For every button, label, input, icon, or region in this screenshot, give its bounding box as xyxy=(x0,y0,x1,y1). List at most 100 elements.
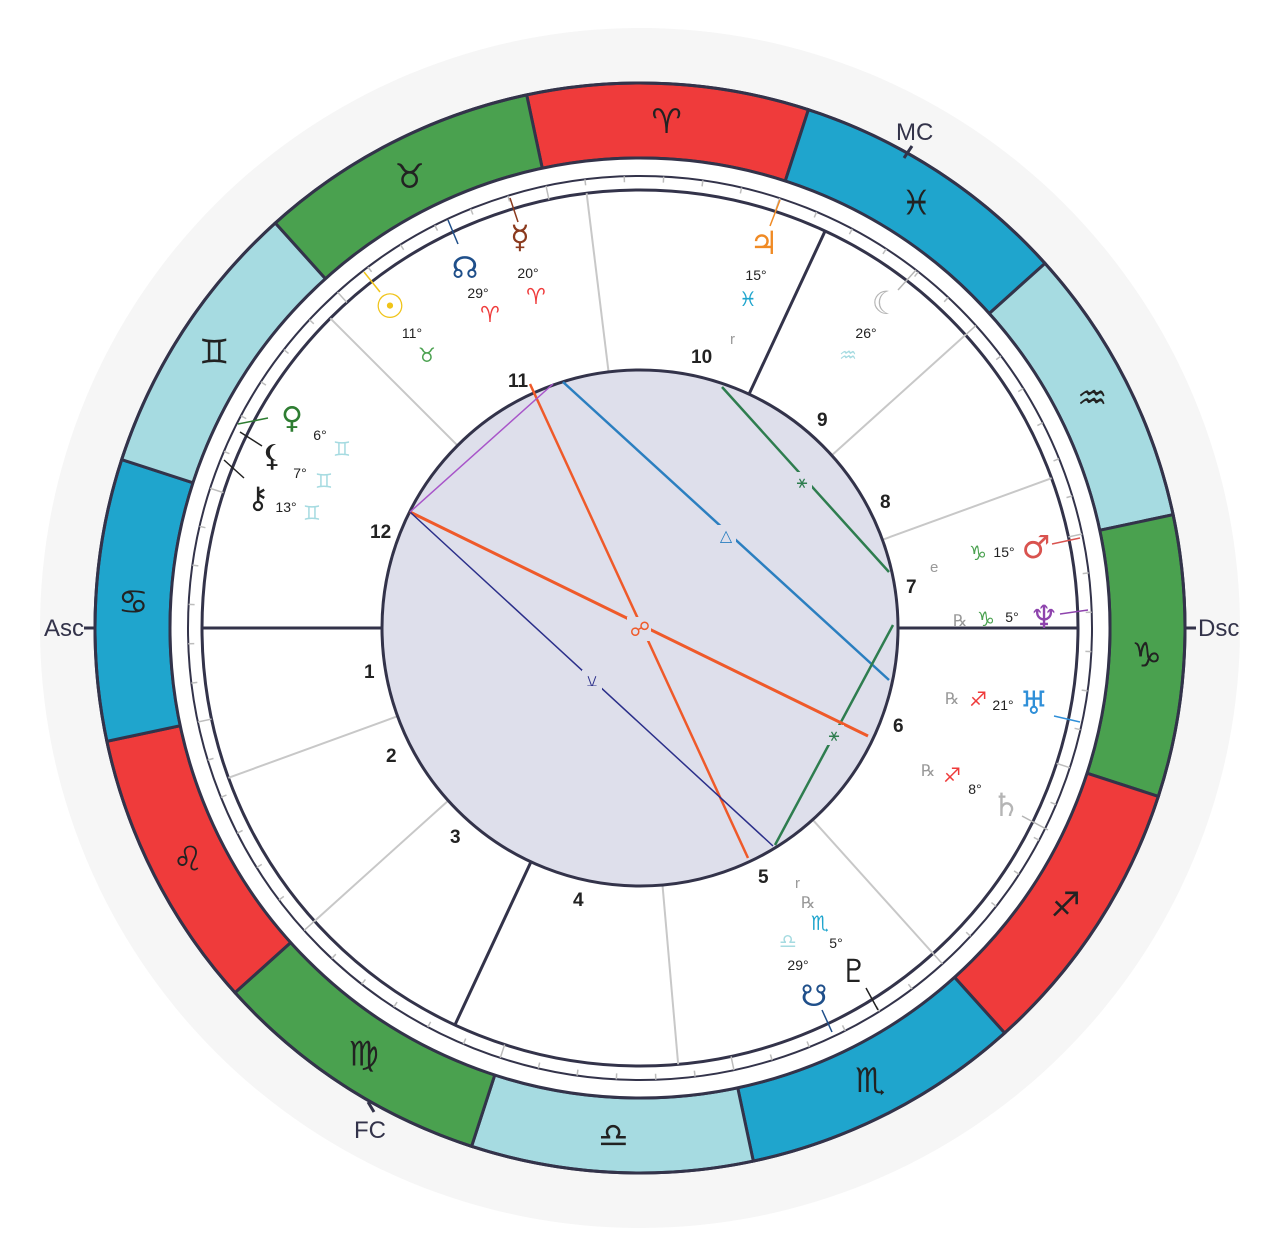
degree-tick xyxy=(260,381,267,386)
degree-tick xyxy=(191,681,198,684)
cancer-icon: ♋ xyxy=(118,582,148,622)
degree-tick xyxy=(507,195,511,202)
house-number-4: 4 xyxy=(573,890,584,911)
degree-tick xyxy=(469,208,474,215)
moon-sign-icon: ♒ xyxy=(839,343,857,367)
house-cusp-4 xyxy=(453,861,533,1026)
house-number-3: 3 xyxy=(450,827,461,848)
south-node-sign-icon: ♎ xyxy=(779,929,797,953)
house-cusp-5 xyxy=(661,884,680,1065)
saturn-icon: ♄ xyxy=(992,786,1021,824)
degree-tick xyxy=(209,487,224,494)
degree-tick xyxy=(1050,801,1057,806)
house-number-5: 5 xyxy=(758,867,769,888)
house-number-1: 1 xyxy=(364,662,375,683)
house-number-7: 7 xyxy=(906,577,917,598)
uranus-degree: 21° xyxy=(992,697,1013,713)
uranus-sign-icon: ♐ xyxy=(969,687,987,711)
leo-icon: ♌ xyxy=(173,839,203,879)
south-node-degree: 29° xyxy=(787,957,808,973)
sun-degree: 11° xyxy=(402,325,422,341)
planets: ☿ 20° ♈ ☊ 29° ♈ ☉ 11° ♉ ♃ 15° ♓ ☾ 26° ♒ … xyxy=(247,218,1058,1014)
mars-degree: 15° xyxy=(993,544,1014,560)
pluto-sign-icon: ♏ xyxy=(811,911,829,935)
degree-tick xyxy=(932,952,944,965)
degree-tick xyxy=(220,794,227,799)
venus-icon: ♀ xyxy=(281,401,303,436)
degree-tick xyxy=(223,450,230,455)
degree-ring-outer xyxy=(187,175,1093,1081)
degree-tick xyxy=(462,1038,467,1045)
house-cusp-6 xyxy=(811,819,934,955)
degree-tick xyxy=(434,224,439,231)
degree-tick xyxy=(964,324,977,336)
north-node-icon: ☊ xyxy=(452,251,479,286)
jupiter-sign-icon: ♓ xyxy=(739,287,757,311)
degree-tick xyxy=(278,895,285,901)
degree-tick xyxy=(427,1021,432,1028)
neptune-icon: ♆ xyxy=(1030,598,1059,636)
degree-tick xyxy=(192,564,199,567)
house-number-10: 10 xyxy=(691,347,712,368)
degree-tick xyxy=(1033,836,1040,841)
degree-tick xyxy=(236,829,243,834)
mc-label: MC xyxy=(896,119,933,146)
moon-degree: 26° xyxy=(855,325,876,341)
degree-tick xyxy=(943,296,949,303)
degree-tick xyxy=(399,244,405,251)
aspect-mask xyxy=(716,525,736,545)
house-cusp-3 xyxy=(313,799,449,922)
aspect-mask xyxy=(582,670,602,690)
house-number-2: 2 xyxy=(386,746,397,767)
house-number-6: 6 xyxy=(893,716,904,737)
degree-tick xyxy=(693,1070,696,1077)
degree-tick xyxy=(303,920,316,932)
taurus-icon: ♉ xyxy=(394,157,424,197)
degree-tick xyxy=(1037,422,1044,427)
degree-tick xyxy=(499,1044,506,1059)
jupiter-icon: ♃ xyxy=(750,224,779,262)
degree-tick xyxy=(730,1056,735,1071)
mercury-degree: 20° xyxy=(517,265,538,281)
degree-tick xyxy=(256,863,263,869)
house-numbers: 1 2 3 4 5 6 7 8 9 10 11 12 xyxy=(364,347,917,911)
mark-r-bottom: r xyxy=(795,875,800,892)
saturn-retrograde-icon: ℞ xyxy=(921,761,935,780)
degree-tick xyxy=(1053,457,1060,462)
sagittarius-icon: ♐ xyxy=(1050,885,1080,925)
north-node-degree: 29° xyxy=(467,285,488,301)
pluto-degree: 5° xyxy=(829,935,842,951)
trine-symbol: △ xyxy=(720,526,733,545)
lilith-sign-icon: ♊ xyxy=(315,469,333,493)
degree-tick xyxy=(1082,572,1089,575)
degree-tick xyxy=(308,319,315,325)
sun-icon: ☉ xyxy=(375,287,405,327)
degree-tick xyxy=(283,349,290,355)
degree-tick xyxy=(197,718,212,723)
north-node-sign-icon: ♈ xyxy=(480,303,500,328)
chiron-icon: ⚷ xyxy=(247,481,269,516)
zodiac-ring: ♈ ♓ ♒ ♑ ♐ ♏ ♎ ♍ ♌ ♋ ♊ ♉ xyxy=(93,81,1187,1175)
degree-tick xyxy=(907,983,913,990)
house-cusps xyxy=(202,193,1078,1065)
south-node-icon: ☋ xyxy=(801,979,828,1014)
degree-tick xyxy=(1066,495,1073,499)
mark-r-top: r xyxy=(730,331,735,348)
degree-tick xyxy=(990,901,997,907)
neptune-degree: 5° xyxy=(1005,609,1018,625)
degree-tick xyxy=(1056,762,1071,769)
degree-tick xyxy=(393,1001,398,1008)
aries-icon: ♈ xyxy=(651,102,681,142)
aspect-mask xyxy=(824,725,844,745)
scorpio-icon: ♏ xyxy=(855,1061,885,1101)
chiron-sign-icon: ♊ xyxy=(303,501,321,525)
house-cusp-10 xyxy=(747,230,827,395)
degree-tick xyxy=(199,525,206,529)
degree-tick xyxy=(336,291,348,304)
planet-pointers xyxy=(223,197,1089,1033)
neptune-sign-icon: ♑ xyxy=(977,607,995,631)
mars-sign-icon: ♑ xyxy=(969,541,987,565)
venus-degree: 6° xyxy=(313,427,326,443)
aspect-mask xyxy=(792,472,812,492)
house-cusp-12 xyxy=(329,317,459,447)
